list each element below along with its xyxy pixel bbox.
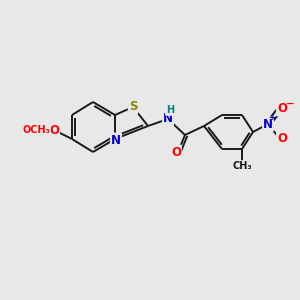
Text: +: + bbox=[269, 113, 277, 122]
Text: O: O bbox=[277, 103, 287, 116]
Text: S: S bbox=[129, 100, 137, 113]
Text: N: N bbox=[163, 112, 173, 125]
Text: CH₃: CH₃ bbox=[232, 161, 252, 171]
Text: −: − bbox=[286, 99, 294, 109]
Text: N: N bbox=[111, 134, 121, 146]
Text: O: O bbox=[49, 124, 59, 136]
Text: OCH₃: OCH₃ bbox=[22, 125, 50, 135]
Text: O: O bbox=[277, 133, 287, 146]
Text: N: N bbox=[263, 118, 273, 130]
Text: O: O bbox=[171, 146, 181, 158]
Text: H: H bbox=[166, 105, 174, 115]
